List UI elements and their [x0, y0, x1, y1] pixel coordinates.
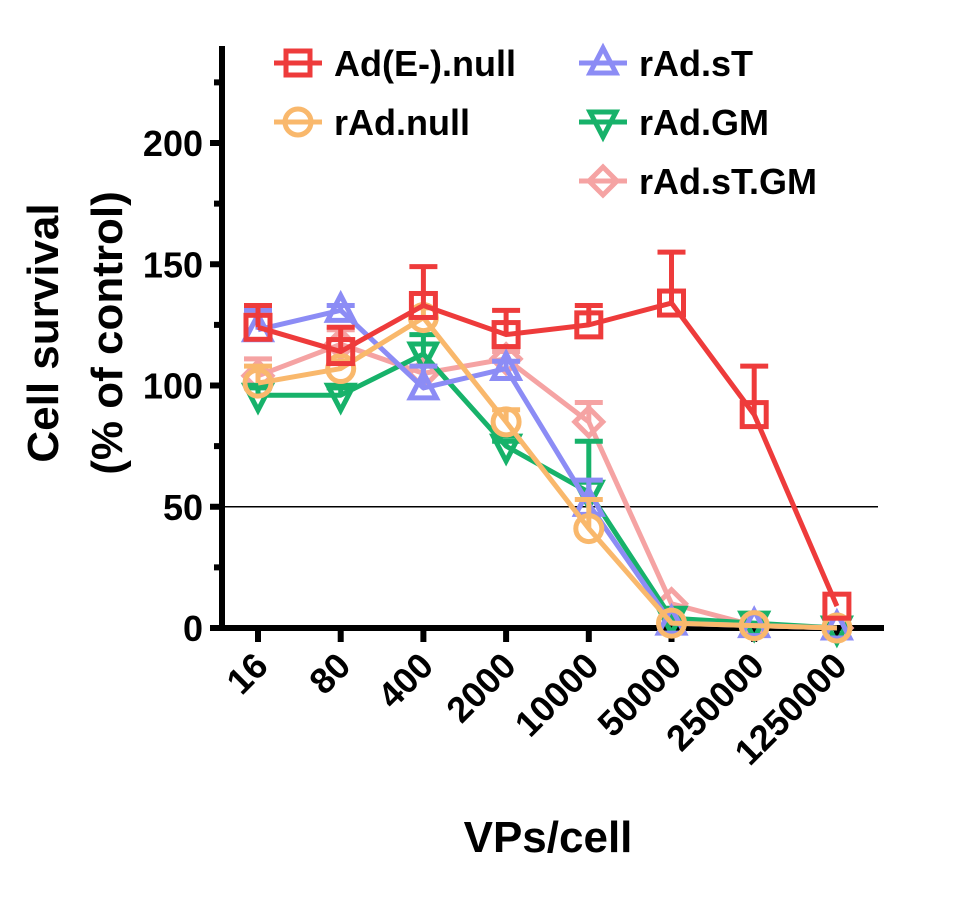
legend-label: rAd.null: [334, 102, 470, 143]
data-point: [573, 513, 605, 545]
legend-label: Ad(E-).null: [334, 43, 516, 84]
data-point: [240, 382, 276, 416]
y-axis-label-line2: (% of control): [83, 191, 132, 475]
y-tick-label: 200: [143, 123, 203, 164]
data-point: [408, 290, 438, 320]
legend-item: rAd.GM: [579, 102, 769, 143]
series-line: [257, 300, 840, 608]
data-point: [654, 602, 689, 636]
data-point: [325, 353, 357, 385]
data-point: [821, 612, 853, 644]
data-point: [323, 382, 358, 416]
y-tick-label: 100: [143, 366, 203, 407]
y-tick-label: 0: [183, 608, 203, 649]
data-point: [657, 288, 686, 318]
y-tick-label: 50: [163, 487, 203, 528]
x-tick-label: 80: [301, 645, 358, 702]
data-point: [739, 400, 769, 430]
x-tick-label: 400: [370, 645, 441, 716]
legend-label: rAd.sT.GM: [639, 161, 817, 202]
data-point: [326, 337, 356, 367]
legend-marker: [283, 48, 313, 78]
legend-marker: [585, 163, 621, 199]
legend: Ad(E-).null rAd.null rAd.sT rAd.GM rAd.sT.GM: [274, 42, 817, 202]
plot-area: [240, 249, 855, 649]
data-point: [242, 367, 274, 399]
data-point: [406, 341, 441, 375]
data-point: [574, 310, 604, 340]
legend-item: rAd.sT.GM: [579, 161, 817, 202]
legend-marker: [585, 109, 621, 143]
y-tick-label: 150: [143, 244, 203, 285]
x-axis-label: VPs/cell: [464, 813, 633, 862]
data-point: [243, 312, 273, 342]
data-point: [571, 404, 607, 440]
data-point: [491, 320, 521, 350]
legend-item: Ad(E-).null: [274, 43, 516, 84]
data-point: [656, 607, 687, 639]
legend-marker: [282, 106, 314, 138]
series-rAd.sT.GM: [240, 326, 855, 646]
y-axis-label: Cell survival (% of control): [19, 191, 132, 475]
x-tick-label: 16: [218, 645, 275, 702]
data-point: [822, 591, 852, 621]
legend-item: rAd.sT: [579, 42, 753, 84]
series-rAd.null: [242, 302, 853, 644]
data-point: [738, 610, 770, 642]
legend-marker: [585, 42, 621, 76]
data-point: [406, 367, 441, 401]
data-point: [490, 406, 522, 438]
y-axis-label-line1: Cell survival: [19, 203, 68, 462]
series-line: [258, 351, 838, 631]
series-Ad(E-).null: [243, 249, 852, 621]
x-tick-label: 10000: [507, 645, 607, 745]
data-point: [488, 348, 524, 382]
legend-label: rAd.sT: [639, 43, 753, 84]
legend-label: rAd.GM: [639, 102, 769, 143]
data-point: [323, 289, 358, 323]
legend-item: rAd.null: [274, 102, 470, 143]
